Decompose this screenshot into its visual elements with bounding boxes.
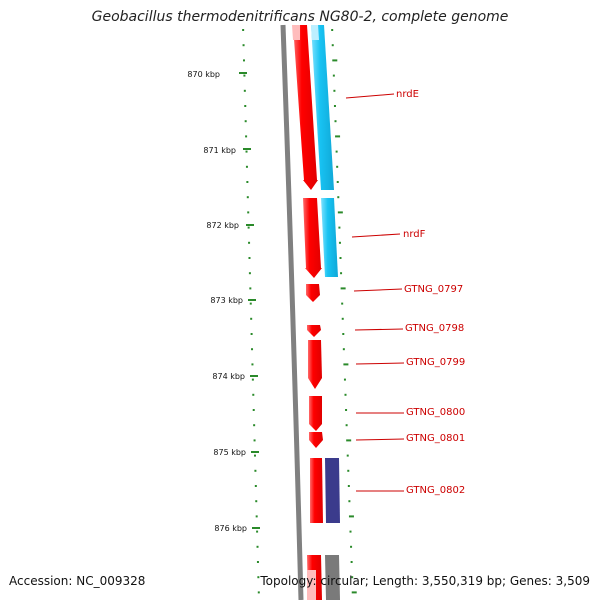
gene-GTNG_0797-feature[interactable] xyxy=(306,284,320,302)
nrdF-secondary-feature[interactable] xyxy=(321,198,338,277)
gene-label[interactable]: GTNG_0799 xyxy=(406,357,465,368)
gene-label[interactable]: GTNG_0800 xyxy=(406,407,465,418)
cds-track-forward xyxy=(292,25,323,600)
scale-label: 874 kbp xyxy=(212,372,245,381)
nrdE-secondary-feature[interactable] xyxy=(311,25,334,190)
gene-labels: nrdE nrdF GTNG_0797 GTNG_0798 GTNG_0799 … xyxy=(345,89,465,496)
gene-GTNG_0798-feature[interactable] xyxy=(307,325,321,337)
scale-label: 870 kbp xyxy=(187,70,220,79)
map-title: Geobacillus thermodenitrificans NG80-2, … xyxy=(91,9,509,25)
gene-GTNG_0801-feature[interactable] xyxy=(309,432,323,448)
scale-label: 876 kbp xyxy=(214,524,247,533)
gene-label[interactable]: GTNG_0797 xyxy=(404,284,463,295)
gene-leader-line xyxy=(355,362,405,365)
gene-leader-line xyxy=(355,438,405,441)
outer-tick-ruler xyxy=(331,29,357,594)
cyan-highlight xyxy=(311,25,319,40)
gene-GTNG_0799-feature[interactable] xyxy=(308,340,322,389)
gene-nrdF-feature[interactable] xyxy=(303,198,322,278)
scale-label: 875 kbp xyxy=(213,448,246,457)
gene-label[interactable]: nrdE xyxy=(396,89,419,100)
secondary-track xyxy=(311,25,340,600)
pink-overlay xyxy=(292,25,300,40)
gene-label[interactable]: GTNG_0801 xyxy=(406,433,465,444)
GTNG_0802-secondary-feature[interactable] xyxy=(325,458,340,523)
gene-GTNG_0802-feature[interactable] xyxy=(310,458,323,523)
genome-summary: Topology: circular; Length: 3,550,319 bp… xyxy=(260,574,590,588)
accession-info: Accession: NC_009328 xyxy=(9,574,146,588)
gene-nrdE-feature[interactable] xyxy=(293,25,318,190)
next-secondary-feature[interactable] xyxy=(325,555,340,600)
genome-backbone xyxy=(280,24,304,600)
gene-GTNG_0800-feature[interactable] xyxy=(309,396,322,431)
gene-label[interactable]: GTNG_0802 xyxy=(406,485,465,496)
gene-leader-line xyxy=(354,328,404,331)
scale-ticks xyxy=(239,72,260,529)
scale-label: 872 kbp xyxy=(206,221,239,230)
gene-label[interactable]: GTNG_0798 xyxy=(405,323,464,334)
inner-tick-ruler xyxy=(242,29,260,594)
pink-overlay xyxy=(307,570,316,600)
scale-label: 871 kbp xyxy=(203,146,236,155)
scale-label: 873 kbp xyxy=(210,296,243,305)
gene-leader-line xyxy=(345,93,395,99)
scale-labels: 870 kbp 871 kbp 872 kbp 873 kbp 874 kbp … xyxy=(187,70,247,533)
gene-leader-line xyxy=(351,233,401,238)
gene-leader-line xyxy=(353,288,403,292)
gene-label[interactable]: nrdF xyxy=(403,229,426,240)
